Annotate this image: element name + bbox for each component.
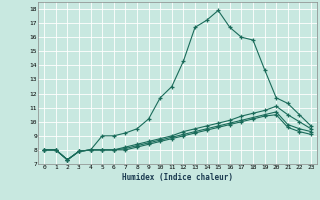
X-axis label: Humidex (Indice chaleur): Humidex (Indice chaleur) [122, 173, 233, 182]
